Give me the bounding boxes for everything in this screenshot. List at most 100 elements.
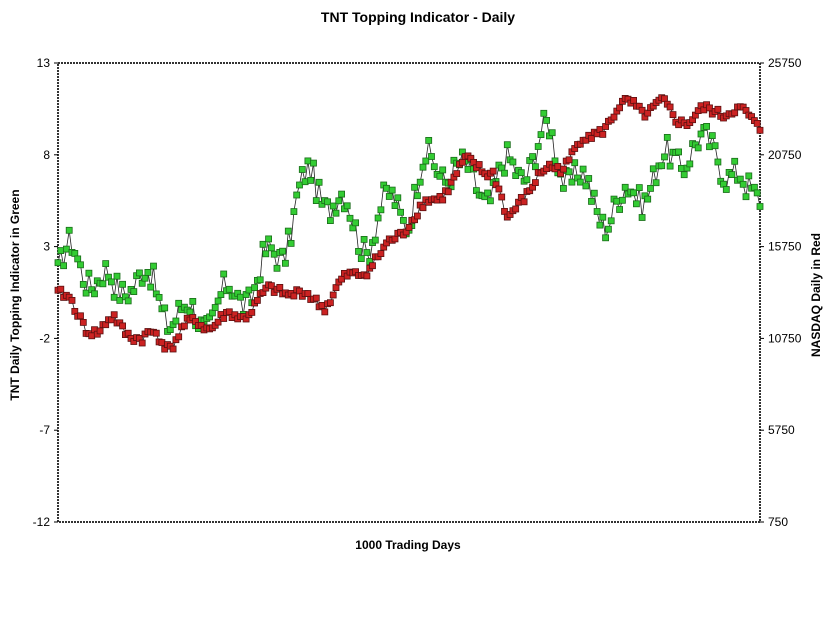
data-point xyxy=(276,283,284,291)
data-point xyxy=(301,178,309,186)
data-point xyxy=(560,184,567,192)
data-point xyxy=(214,318,222,326)
data-point xyxy=(708,132,716,140)
data-point xyxy=(512,205,520,213)
data-point xyxy=(307,176,315,184)
data-point xyxy=(304,290,312,297)
plot-border xyxy=(57,62,761,523)
data-point xyxy=(77,261,84,269)
data-point xyxy=(509,158,517,166)
data-point xyxy=(175,333,183,341)
data-point xyxy=(363,249,371,256)
data-point xyxy=(79,280,87,288)
data-point xyxy=(385,193,393,200)
data-point xyxy=(377,206,385,214)
data-point xyxy=(363,272,371,280)
data-point xyxy=(756,126,764,134)
data-point xyxy=(619,196,626,204)
data-point xyxy=(588,135,595,142)
data-point xyxy=(88,332,96,340)
data-point xyxy=(391,202,399,210)
data-point xyxy=(728,171,736,179)
data-point xyxy=(616,206,623,213)
data-point xyxy=(77,312,84,320)
data-point xyxy=(102,260,110,268)
data-point xyxy=(262,250,270,258)
data-point xyxy=(388,186,396,194)
data-point xyxy=(91,290,98,298)
data-point xyxy=(652,179,660,187)
y2-tick-label: 750 xyxy=(768,515,788,529)
data-point xyxy=(560,165,567,173)
data-point xyxy=(338,190,346,198)
data-point xyxy=(644,195,652,203)
data-point xyxy=(630,97,637,104)
data-point xyxy=(585,175,593,182)
data-point xyxy=(82,289,90,297)
data-point xyxy=(495,185,503,193)
data-point xyxy=(630,189,637,197)
data-point xyxy=(596,221,604,229)
data-point xyxy=(189,297,197,305)
data-point xyxy=(501,169,508,177)
data-point xyxy=(436,172,444,180)
data-point xyxy=(638,106,646,114)
data-point xyxy=(251,284,259,292)
data-point xyxy=(144,268,152,276)
data-point xyxy=(211,304,219,311)
data-point xyxy=(621,183,629,191)
data-point xyxy=(635,184,643,192)
y2-tick-label: 20750 xyxy=(768,148,802,162)
data-point xyxy=(304,157,312,165)
data-point xyxy=(756,203,764,210)
data-point xyxy=(352,219,360,227)
data-point xyxy=(694,144,702,152)
data-point xyxy=(753,120,761,127)
data-point xyxy=(391,235,399,243)
data-point xyxy=(532,179,539,187)
data-point xyxy=(290,208,298,216)
data-point xyxy=(371,236,379,244)
data-point xyxy=(321,308,329,316)
data-point xyxy=(644,109,652,117)
series-red-nasdaq xyxy=(54,94,764,353)
data-point xyxy=(722,186,730,193)
data-point xyxy=(175,299,183,307)
data-point xyxy=(172,317,180,325)
data-point xyxy=(498,193,506,201)
data-point xyxy=(214,297,222,305)
data-point xyxy=(579,165,587,173)
data-point xyxy=(256,276,264,284)
data-point xyxy=(225,285,233,293)
data-point xyxy=(96,327,104,335)
data-point xyxy=(141,274,149,282)
data-point xyxy=(273,264,281,272)
data-point xyxy=(253,296,261,304)
data-point xyxy=(119,322,126,330)
data-point xyxy=(571,159,579,167)
data-point xyxy=(287,239,295,247)
y-tick-label: 8 xyxy=(43,148,50,162)
data-point xyxy=(666,103,674,111)
data-point xyxy=(63,245,70,253)
data-point xyxy=(360,235,368,243)
data-point xyxy=(130,288,138,296)
data-point xyxy=(54,259,62,267)
data-point xyxy=(590,189,598,197)
data-point xyxy=(731,157,739,165)
data-point xyxy=(57,285,65,293)
data-point xyxy=(225,308,233,316)
data-point xyxy=(180,322,188,330)
data-point xyxy=(742,193,750,201)
data-point xyxy=(540,109,548,117)
data-point xyxy=(161,304,169,312)
data-point xyxy=(74,255,82,263)
data-point xyxy=(706,104,713,112)
left-axis-ticks: 13 8 3 -2 -7 -12 xyxy=(33,56,58,529)
data-point xyxy=(731,109,739,117)
data-point xyxy=(248,308,256,316)
y2-tick-label: 10750 xyxy=(768,331,802,345)
data-point xyxy=(158,339,166,346)
data-point xyxy=(357,255,365,263)
data-point xyxy=(565,156,573,164)
